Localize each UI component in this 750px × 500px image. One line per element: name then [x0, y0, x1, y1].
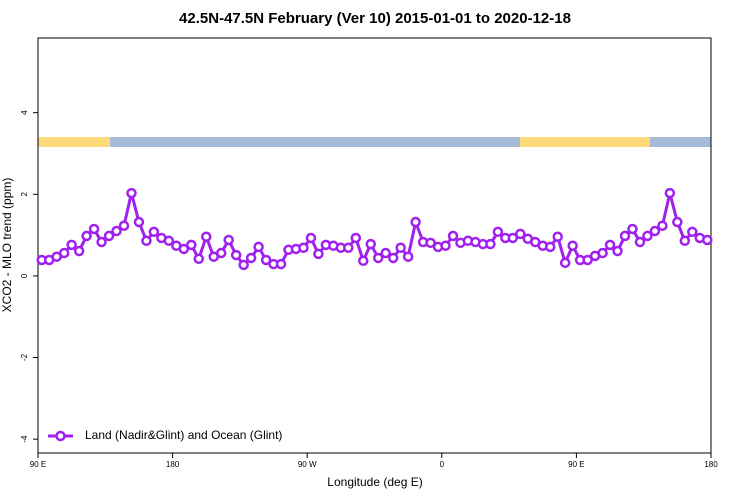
data-point — [201, 231, 212, 242]
data-point — [642, 230, 653, 242]
data-point — [559, 257, 571, 269]
data-point — [141, 235, 152, 247]
data-point — [612, 245, 623, 257]
data-point — [66, 239, 77, 251]
data-point — [619, 230, 631, 242]
data-point — [111, 225, 122, 237]
data-point — [148, 226, 160, 238]
data-point — [343, 242, 354, 253]
plot-frame — [37, 37, 712, 454]
data-point — [515, 228, 526, 240]
data-point — [103, 230, 115, 242]
data-point — [372, 252, 384, 264]
data-point — [245, 252, 257, 264]
data-point — [298, 242, 309, 253]
data-point — [96, 236, 107, 248]
x-tick-label: 0 — [440, 460, 445, 469]
data-point — [485, 238, 496, 250]
data-point — [672, 216, 683, 228]
data-point — [544, 241, 556, 253]
data-point — [215, 247, 227, 259]
data-point — [582, 254, 593, 266]
data-point — [627, 223, 638, 235]
data-point — [679, 235, 691, 247]
data-point — [492, 226, 504, 238]
data-point — [365, 238, 377, 250]
data-point — [604, 239, 616, 251]
data-point — [313, 248, 324, 260]
x-axis-label: Longitude (deg E) — [327, 475, 422, 489]
surface-strip — [38, 137, 711, 147]
x-tick-label: 180 — [704, 460, 718, 469]
data-point — [687, 226, 698, 238]
data-point — [305, 232, 317, 244]
y-tick-label: -2 — [20, 353, 29, 361]
data-point — [447, 230, 459, 242]
data-point — [597, 247, 608, 259]
data-point — [402, 251, 414, 262]
data-point — [186, 239, 197, 251]
data-point — [223, 234, 234, 246]
y-tick-label: 2 — [20, 192, 29, 197]
data-point — [58, 247, 70, 259]
data-point — [387, 252, 399, 264]
y-axis-label: XCO2 - MLO trend (ppm) — [0, 178, 14, 313]
data-point — [567, 240, 578, 251]
data-point — [238, 259, 249, 271]
data-point — [230, 249, 242, 261]
x-tick-label: 180 — [166, 460, 180, 469]
data-point — [440, 240, 451, 251]
data-point — [358, 255, 369, 267]
data-point — [552, 231, 563, 242]
data-point — [507, 232, 519, 244]
data-point — [133, 216, 145, 228]
legend-marker — [55, 430, 66, 442]
data-point — [395, 242, 406, 253]
chart-title: 42.5N-47.5N February (Ver 10) 2015-01-01… — [179, 10, 571, 27]
data-point — [634, 236, 646, 248]
x-tick-label: 90 W — [298, 460, 317, 469]
data-point — [260, 254, 272, 266]
data-point — [118, 220, 130, 231]
y-tick-label: 4 — [20, 110, 29, 115]
x-tick-label: 90 E — [30, 460, 46, 469]
data-point — [702, 234, 713, 246]
data-point — [163, 235, 175, 247]
data-point — [380, 247, 391, 259]
data-point — [73, 245, 85, 257]
data-point — [193, 253, 205, 265]
data-point — [425, 237, 436, 249]
data-point — [410, 216, 421, 228]
data-point — [81, 230, 92, 242]
data-point — [178, 243, 190, 255]
data-point — [275, 258, 287, 270]
legend-label: Land (Nadir&Glint) and Ocean (Glint) — [85, 428, 282, 442]
data-point — [88, 223, 100, 235]
y-tick-label: 0 — [20, 273, 29, 278]
data-point — [350, 232, 362, 244]
data-point — [126, 187, 137, 199]
y-tick-label: -4 — [20, 435, 29, 443]
data-point — [253, 241, 264, 253]
data-point — [664, 187, 676, 199]
data-point — [649, 225, 661, 237]
x-tick-label: 90 E — [568, 460, 584, 469]
data-point — [657, 220, 668, 231]
